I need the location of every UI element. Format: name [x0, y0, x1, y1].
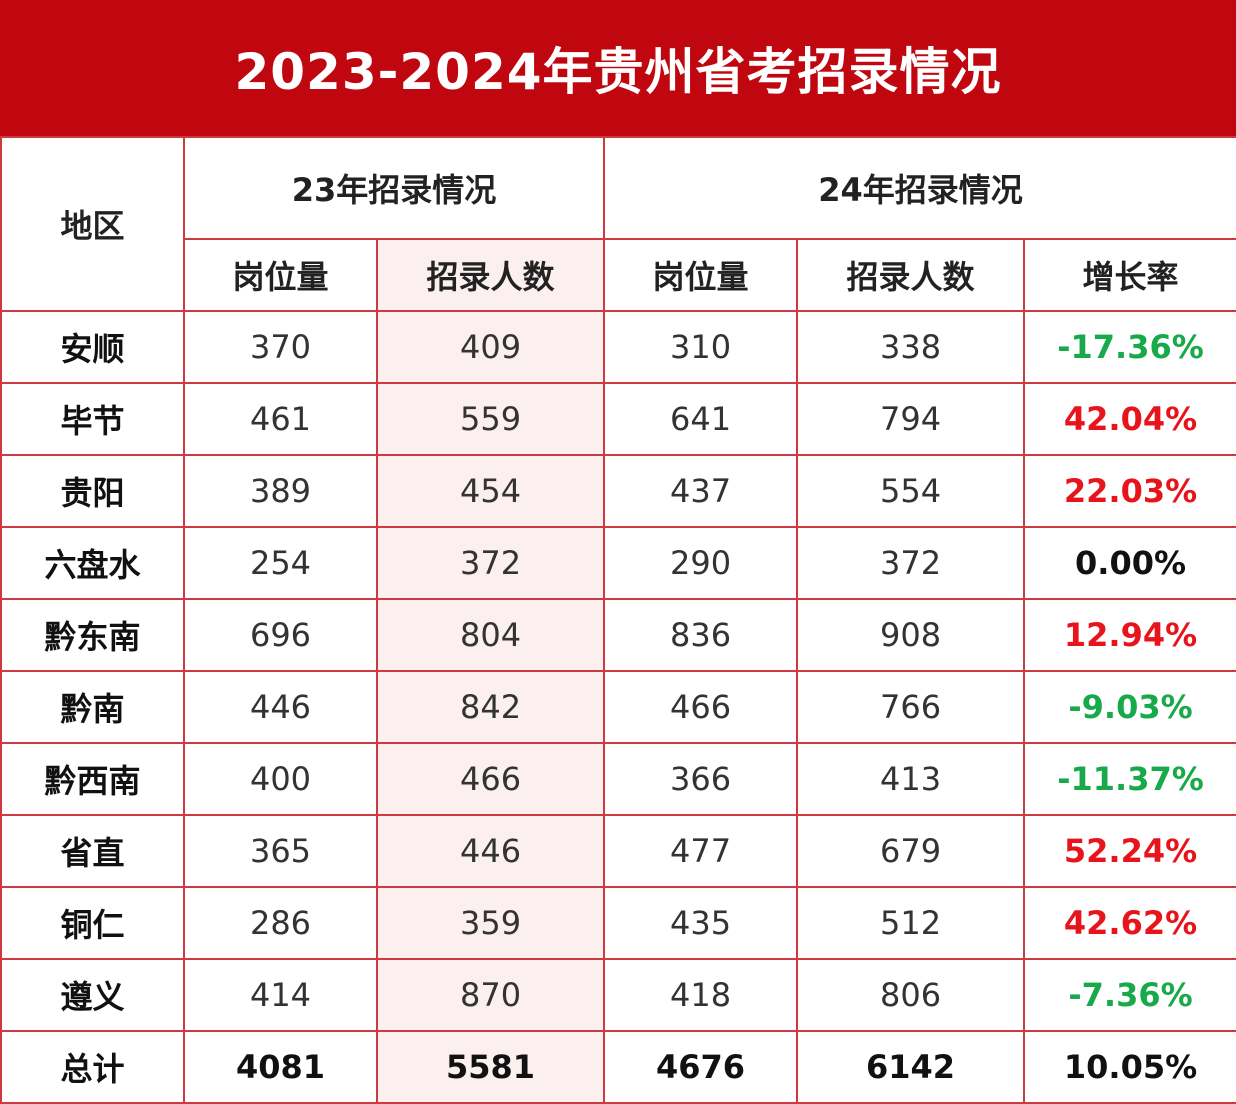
positions-2023-cell: 389 — [183, 454, 378, 528]
header-region: 地区 — [0, 136, 185, 312]
growth-rate-cell: 10.05% — [1023, 1030, 1236, 1104]
growth-rate-cell: 42.62% — [1023, 886, 1236, 960]
header-hires-2024: 招录人数 — [796, 238, 1026, 312]
growth-rate-cell: 52.24% — [1023, 814, 1236, 888]
positions-2023-cell: 400 — [183, 742, 378, 816]
table-row: 贵阳 389 454 437 554 22.03% — [0, 454, 1236, 528]
positions-2024-cell: 310 — [603, 310, 799, 384]
hires-2024-cell: 766 — [796, 670, 1026, 744]
hires-2023-cell: 359 — [375, 886, 606, 960]
table-row: 黔西南 400 466 366 413 -11.37% — [0, 742, 1236, 816]
table-row: 黔南 446 842 466 766 -9.03% — [0, 670, 1236, 744]
hires-2024-cell: 6142 — [796, 1030, 1026, 1104]
header-group-2024: 24年招录情况 — [603, 136, 1236, 240]
hires-2023-cell: 409 — [375, 310, 606, 384]
table-row: 毕节 461 559 641 794 42.04% — [0, 382, 1236, 456]
positions-2024-cell: 435 — [603, 886, 799, 960]
positions-2023-cell: 365 — [183, 814, 378, 888]
region-cell: 省直 — [0, 814, 185, 888]
growth-rate-cell: 22.03% — [1023, 454, 1236, 528]
positions-2024-cell: 290 — [603, 526, 799, 600]
region-cell: 黔西南 — [0, 742, 185, 816]
table-row: 六盘水 254 372 290 372 0.00% — [0, 526, 1236, 600]
hires-2023-cell: 804 — [375, 598, 606, 672]
table-row: 省直 365 446 477 679 52.24% — [0, 814, 1236, 888]
header-growth-rate: 增长率 — [1023, 238, 1236, 312]
hires-2023-cell: 842 — [375, 670, 606, 744]
growth-rate-cell: 42.04% — [1023, 382, 1236, 456]
positions-2023-cell: 370 — [183, 310, 378, 384]
hires-2024-cell: 679 — [796, 814, 1026, 888]
table-row: 安顺 370 409 310 338 -17.36% — [0, 310, 1236, 384]
positions-2024-cell: 836 — [603, 598, 799, 672]
hires-2024-cell: 413 — [796, 742, 1026, 816]
positions-2023-cell: 254 — [183, 526, 378, 600]
region-cell: 安顺 — [0, 310, 185, 384]
region-cell: 黔南 — [0, 670, 185, 744]
growth-rate-cell: -9.03% — [1023, 670, 1236, 744]
growth-rate-cell: -17.36% — [1023, 310, 1236, 384]
region-cell: 毕节 — [0, 382, 185, 456]
hires-2023-cell: 5581 — [375, 1030, 606, 1104]
hires-2024-cell: 554 — [796, 454, 1026, 528]
hires-2024-cell: 372 — [796, 526, 1026, 600]
growth-rate-cell: -11.37% — [1023, 742, 1236, 816]
recruitment-table: 地区 23年招录情况 24年招录情况 岗位量 招录人数 岗位量 招录人数 增长率… — [0, 136, 1236, 1104]
table-total-row: 总计 4081 5581 4676 6142 10.05% — [0, 1030, 1236, 1104]
title-banner: 2023-2024年贵州省考招录情况 — [0, 0, 1236, 136]
region-cell: 黔东南 — [0, 598, 185, 672]
positions-2024-cell: 366 — [603, 742, 799, 816]
positions-2024-cell: 437 — [603, 454, 799, 528]
region-cell: 六盘水 — [0, 526, 185, 600]
hires-2024-cell: 908 — [796, 598, 1026, 672]
hires-2023-cell: 372 — [375, 526, 606, 600]
page-title: 2023-2024年贵州省考招录情况 — [234, 43, 1002, 101]
header-positions-2024: 岗位量 — [603, 238, 799, 312]
region-cell: 总计 — [0, 1030, 185, 1104]
region-cell: 贵阳 — [0, 454, 185, 528]
growth-rate-cell: 0.00% — [1023, 526, 1236, 600]
positions-2023-cell: 286 — [183, 886, 378, 960]
hires-2023-cell: 559 — [375, 382, 606, 456]
hires-2024-cell: 794 — [796, 382, 1026, 456]
positions-2023-cell: 414 — [183, 958, 378, 1032]
positions-2024-cell: 477 — [603, 814, 799, 888]
header-group-2023: 23年招录情况 — [182, 136, 606, 240]
positions-2024-cell: 4676 — [603, 1030, 799, 1104]
hires-2024-cell: 806 — [796, 958, 1026, 1032]
growth-rate-cell: -7.36% — [1023, 958, 1236, 1032]
table-row: 铜仁 286 359 435 512 42.62% — [0, 886, 1236, 960]
region-cell: 铜仁 — [0, 886, 185, 960]
hires-2023-cell: 466 — [375, 742, 606, 816]
positions-2023-cell: 696 — [183, 598, 378, 672]
header-positions-2023: 岗位量 — [183, 238, 378, 312]
positions-2023-cell: 446 — [183, 670, 378, 744]
positions-2024-cell: 641 — [603, 382, 799, 456]
positions-2024-cell: 466 — [603, 670, 799, 744]
positions-2023-cell: 4081 — [183, 1030, 378, 1104]
region-cell: 遵义 — [0, 958, 185, 1032]
header-hires-2023: 招录人数 — [375, 238, 606, 312]
hires-2023-cell: 454 — [375, 454, 606, 528]
table-row: 遵义 414 870 418 806 -7.36% — [0, 958, 1236, 1032]
positions-2023-cell: 461 — [183, 382, 378, 456]
hires-2023-cell: 870 — [375, 958, 606, 1032]
hires-2024-cell: 512 — [796, 886, 1026, 960]
positions-2024-cell: 418 — [603, 958, 799, 1032]
growth-rate-cell: 12.94% — [1023, 598, 1236, 672]
table-row: 黔东南 696 804 836 908 12.94% — [0, 598, 1236, 672]
hires-2024-cell: 338 — [796, 310, 1026, 384]
hires-2023-cell: 446 — [375, 814, 606, 888]
